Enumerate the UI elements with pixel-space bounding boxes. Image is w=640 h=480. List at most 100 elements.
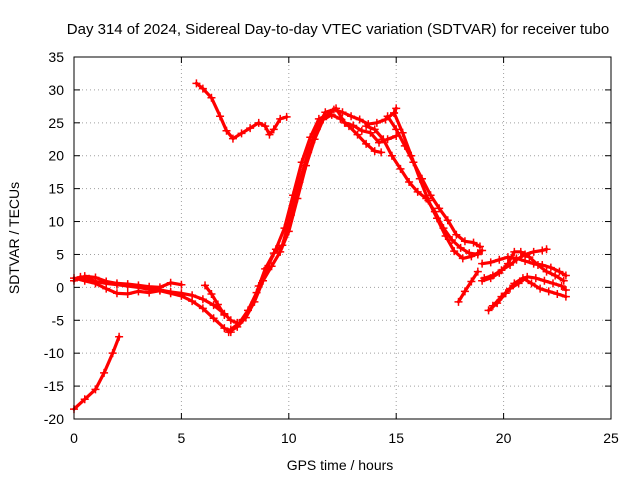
data-point bbox=[252, 288, 261, 297]
data-point bbox=[166, 278, 175, 287]
data-point bbox=[435, 204, 444, 213]
data-point bbox=[557, 282, 566, 291]
data-point bbox=[332, 104, 341, 113]
data-point bbox=[387, 151, 396, 160]
data-point bbox=[396, 164, 405, 173]
series-seg-late-c bbox=[478, 247, 568, 285]
series-seg-late-f bbox=[488, 272, 570, 310]
data-point bbox=[546, 263, 555, 272]
data-point bbox=[542, 267, 551, 276]
y-tick-label: 5 bbox=[56, 246, 64, 262]
data-point bbox=[207, 93, 216, 102]
data-point bbox=[362, 139, 371, 148]
y-tick-label: 30 bbox=[48, 82, 64, 98]
data-point bbox=[198, 295, 207, 304]
data-point bbox=[495, 255, 504, 264]
data-point bbox=[512, 255, 521, 264]
data-point bbox=[222, 126, 231, 135]
x-tick-label: 25 bbox=[603, 430, 619, 446]
data-point bbox=[370, 147, 379, 156]
x-tick-label: 20 bbox=[496, 430, 512, 446]
data-point bbox=[551, 271, 560, 280]
series-line bbox=[491, 275, 568, 308]
data-point bbox=[488, 301, 497, 310]
data-point bbox=[478, 259, 487, 268]
data-point bbox=[533, 260, 542, 269]
data-point bbox=[145, 282, 154, 291]
data-point bbox=[452, 230, 461, 239]
data-point bbox=[243, 306, 252, 315]
data-point bbox=[228, 134, 237, 143]
data-point bbox=[355, 115, 364, 124]
data-point bbox=[123, 289, 132, 298]
data-point bbox=[102, 277, 111, 286]
y-tick-label: -5 bbox=[52, 312, 65, 328]
series-line bbox=[229, 106, 398, 332]
x-tick-label: 5 bbox=[178, 430, 186, 446]
y-tick-label: 35 bbox=[48, 49, 64, 65]
data-point bbox=[536, 284, 545, 293]
y-tick-label: -20 bbox=[44, 411, 64, 427]
data-point bbox=[353, 130, 362, 139]
data-point bbox=[91, 385, 100, 394]
y-tick-label: -15 bbox=[44, 378, 64, 394]
y-tick-label: 10 bbox=[48, 214, 64, 230]
data-point bbox=[398, 128, 407, 137]
data-point bbox=[525, 253, 534, 262]
data-point bbox=[506, 284, 515, 293]
y-axis-label: SDTVAR / TECUs bbox=[6, 182, 22, 294]
data-point bbox=[254, 118, 263, 127]
x-tick-label: 0 bbox=[70, 430, 78, 446]
plot-frame bbox=[73, 56, 612, 420]
data-point bbox=[370, 125, 379, 134]
series-seg-decline-b bbox=[383, 112, 484, 251]
data-point bbox=[544, 287, 553, 296]
data-point bbox=[523, 272, 532, 281]
data-point bbox=[441, 232, 450, 241]
data-point bbox=[467, 252, 476, 261]
data-point bbox=[531, 274, 540, 283]
series-seg-early-peak bbox=[192, 79, 291, 143]
data-point bbox=[478, 246, 487, 255]
data-point bbox=[561, 285, 570, 294]
series-line bbox=[386, 114, 482, 249]
data-point bbox=[80, 272, 89, 281]
data-point bbox=[306, 133, 315, 142]
y-tick-label: 25 bbox=[48, 115, 64, 131]
data-point bbox=[280, 224, 289, 233]
data-point bbox=[216, 112, 225, 121]
series-line bbox=[456, 270, 480, 304]
series-seg-rise-c bbox=[254, 104, 401, 291]
data-point bbox=[527, 279, 536, 288]
data-point bbox=[542, 245, 551, 254]
data-point bbox=[450, 247, 459, 256]
data-point bbox=[278, 241, 287, 250]
data-point bbox=[392, 104, 401, 113]
data-point bbox=[155, 283, 164, 292]
data-point bbox=[271, 245, 280, 254]
x-tick-label: 15 bbox=[388, 430, 404, 446]
data-point bbox=[177, 280, 186, 289]
data-point bbox=[261, 122, 270, 131]
data-point bbox=[529, 247, 538, 256]
data-point bbox=[108, 349, 117, 358]
y-tick-label: 20 bbox=[48, 148, 64, 164]
data-point bbox=[112, 289, 121, 298]
x-axis-label: GPS time / hours bbox=[287, 457, 394, 473]
series-seg-rise-a bbox=[224, 110, 386, 337]
data-point bbox=[497, 292, 506, 301]
data-point bbox=[478, 276, 487, 285]
data-point bbox=[188, 297, 197, 306]
data-point bbox=[559, 276, 568, 285]
data-point bbox=[123, 280, 132, 289]
series-seg-late-d bbox=[454, 267, 482, 306]
data-point bbox=[166, 289, 175, 298]
data-point bbox=[538, 246, 547, 255]
series-line bbox=[392, 111, 484, 260]
data-point bbox=[297, 158, 306, 167]
data-point bbox=[460, 287, 469, 296]
data-point bbox=[405, 178, 414, 187]
data-point bbox=[407, 151, 416, 160]
data-point bbox=[377, 148, 386, 157]
